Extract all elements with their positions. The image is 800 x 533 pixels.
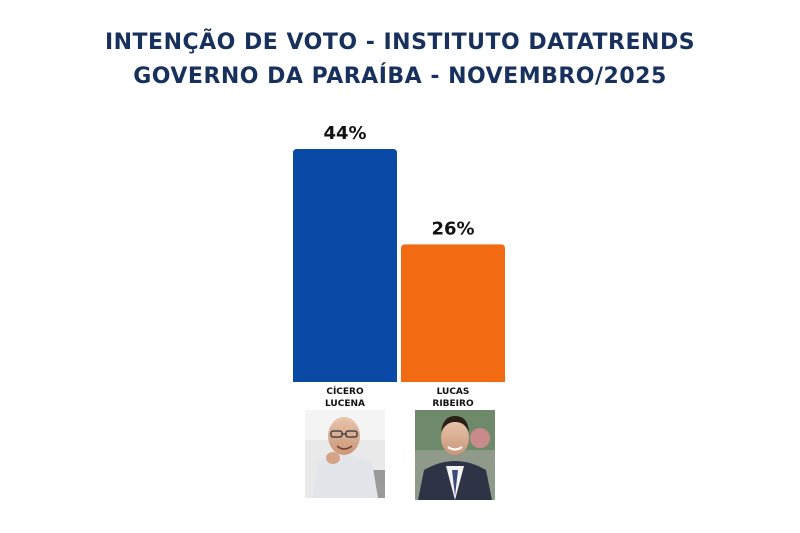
category-label-cicero-lucena-line1: CÍCERO (326, 385, 364, 397)
chart-title: INTENÇÃO DE VOTO - INSTITUTO DATATRENDS (104, 30, 696, 55)
chart-subtitle: GOVERNO DA PARAÍBA - NOVEMBRO/2025 (133, 64, 667, 89)
candidate-photo-cicero-lucena (305, 410, 385, 498)
category-label-cicero-lucena-line2: LUCENA (325, 399, 365, 409)
value-label-lucas-ribeiro: 26% (431, 218, 474, 239)
value-label-cicero-lucena: 44% (323, 123, 366, 144)
candidate-photo-lucas-ribeiro (415, 410, 495, 500)
category-labels-group: CÍCERO LUCENA LUCAS RIBEIRO (325, 385, 474, 409)
value-labels-group: 44% 26% (323, 123, 474, 239)
category-label-lucas-ribeiro-line2: RIBEIRO (432, 399, 474, 409)
bars-group (293, 149, 505, 382)
bar-lucas-ribeiro (401, 244, 505, 382)
category-label-lucas-ribeiro-line1: LUCAS (437, 387, 470, 397)
bar-cicero-lucena (293, 149, 397, 382)
